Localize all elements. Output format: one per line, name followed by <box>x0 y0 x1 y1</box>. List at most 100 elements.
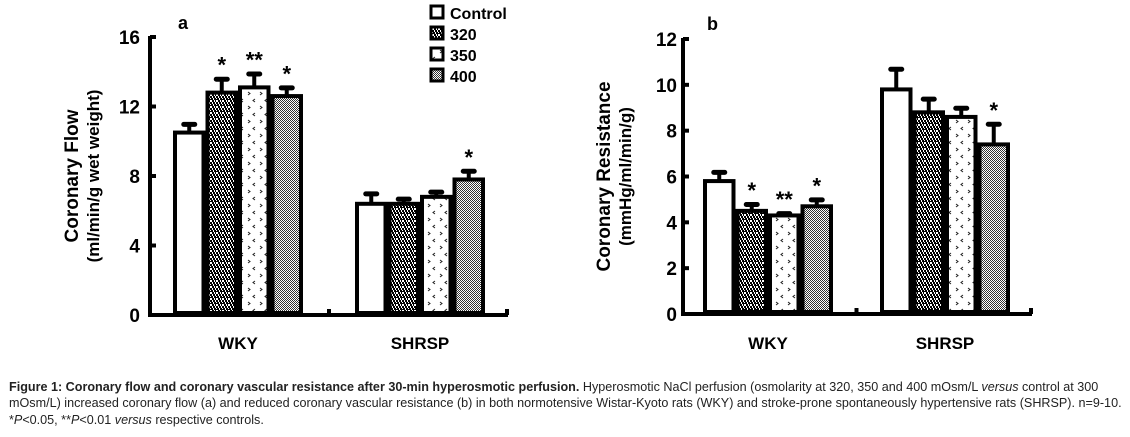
error-cap <box>395 196 412 202</box>
y-tick-label: 10 <box>656 76 677 97</box>
bar-400-wky <box>800 204 833 315</box>
y-tick-label: 6 <box>666 168 677 189</box>
y-tick-label: 16 <box>119 28 140 49</box>
y-tick-label: 0 <box>666 305 677 326</box>
x-category-label: SHRSP <box>391 334 450 353</box>
bar-control-wky <box>703 179 736 314</box>
legend-swatch-dense-check <box>429 25 445 41</box>
caption-text: respective controls. <box>151 412 264 427</box>
y-axis-title: Coronary Flow <box>62 109 83 242</box>
significance-marker: * <box>464 145 473 170</box>
x-tick <box>1029 308 1033 314</box>
panel-label: a <box>178 13 189 33</box>
bar-350-shrsp <box>420 194 453 316</box>
y-axis-units: (mmHg/ml/min/g) <box>616 107 635 246</box>
error-cap <box>278 85 295 91</box>
x-tick <box>327 309 331 315</box>
x-category-label: WKY <box>218 334 258 353</box>
error-cap <box>363 191 380 197</box>
y-axis-title: Coronary Resistance <box>594 81 615 271</box>
y-tick-label: 12 <box>656 30 677 51</box>
y-tick <box>683 312 689 316</box>
significance-marker: * <box>812 173 821 198</box>
x-tick <box>505 309 509 315</box>
figure: 0 4 8 12 16 Coronary Flow (ml/min/g wet weight… <box>62 4 1033 353</box>
y-tick <box>150 243 156 248</box>
y-tick-label: 8 <box>666 122 677 143</box>
error-cap <box>920 96 937 102</box>
legend-label: 350 <box>450 48 477 65</box>
error-cap <box>428 189 445 195</box>
legend-label: 320 <box>450 27 477 44</box>
legend-swatch-chevron-dots <box>429 46 445 62</box>
caption-text: <0.01 <box>79 412 115 427</box>
y-tick <box>150 35 156 39</box>
legend: Control 320 350 400 <box>429 4 507 86</box>
y-tick <box>683 82 689 87</box>
caption-italic: versus <box>114 412 152 427</box>
caption-italic: P <box>13 412 23 427</box>
x-category-label: WKY <box>748 334 788 353</box>
panel-label: b <box>707 14 718 34</box>
caption-italic: versus <box>981 380 1019 394</box>
error-cap <box>181 121 198 127</box>
bar-400-shrsp <box>452 177 485 315</box>
y-tick-label: 8 <box>129 167 140 188</box>
y-tick <box>150 104 156 109</box>
x-category-label: SHRSP <box>916 334 975 353</box>
legend-swatch-fine-grey <box>429 67 445 83</box>
significance-marker: ** <box>776 187 794 212</box>
y-tick <box>150 174 156 178</box>
caption-italic: P <box>70 412 80 427</box>
bar-control-shrsp <box>880 87 913 314</box>
panel-b-coronary-resistance: 0 2 4 6 8 10 12 Coronary Resistance (mmHg/ml/min… <box>594 14 1033 353</box>
caption-text: control at 300 mOsm/L) increased coronar… <box>9 380 1122 427</box>
y-tick-label: 12 <box>119 98 140 119</box>
significance-marker: * <box>217 53 226 78</box>
error-cap <box>213 76 230 82</box>
error-cap <box>985 121 1002 127</box>
y-tick <box>683 266 689 271</box>
error-cap <box>246 71 263 77</box>
y-tick-label: 4 <box>129 237 140 258</box>
panel-a-coronary-flow: 0 4 8 12 16 Coronary Flow (ml/min/g wet weight… <box>62 13 509 353</box>
error-cap <box>888 66 905 72</box>
significance-marker: ** <box>246 47 264 72</box>
legend-label: Control <box>450 6 507 23</box>
bar-400-wky <box>270 94 303 315</box>
error-cap <box>711 169 728 175</box>
bar-350-wky <box>238 85 271 315</box>
error-cap <box>808 197 825 203</box>
significance-marker: * <box>989 98 998 123</box>
error-cap <box>743 202 760 207</box>
bar-320-shrsp <box>387 201 420 315</box>
y-tick-label: 0 <box>129 306 140 327</box>
error-cap <box>953 105 970 111</box>
caption-text: Hyperosmotic NaCl perfusion (osmolarity … <box>579 380 982 394</box>
y-tick-label: 4 <box>666 213 677 234</box>
y-tick <box>683 174 689 179</box>
bar-320-shrsp <box>912 110 945 315</box>
bar-320-wky <box>735 208 768 314</box>
bar-400-shrsp <box>977 142 1010 314</box>
bar-350-shrsp <box>945 114 978 314</box>
bar-320-wky <box>205 90 238 315</box>
y-tick <box>683 128 689 133</box>
x-tick <box>854 308 859 314</box>
y-tick-label: 2 <box>666 259 677 280</box>
legend-label: 400 <box>450 69 477 86</box>
bar-control-shrsp <box>355 201 388 315</box>
bar-control-wky <box>173 130 206 315</box>
legend-swatch-white <box>429 4 445 20</box>
y-tick <box>150 313 156 317</box>
y-tick <box>683 220 689 225</box>
significance-marker: * <box>747 178 756 203</box>
figure-caption: Figure 1: Coronary flow and coronary vas… <box>9 379 1124 428</box>
caption-label: Figure 1: Coronary flow and coronary vas… <box>9 380 580 394</box>
caption-text: <0.05, ** <box>22 412 71 427</box>
error-cap <box>460 168 477 174</box>
y-tick <box>683 37 689 41</box>
bar-350-wky <box>768 213 801 314</box>
y-axis-units: (ml/min/g wet weight) <box>84 90 103 263</box>
significance-marker: * <box>282 61 291 86</box>
